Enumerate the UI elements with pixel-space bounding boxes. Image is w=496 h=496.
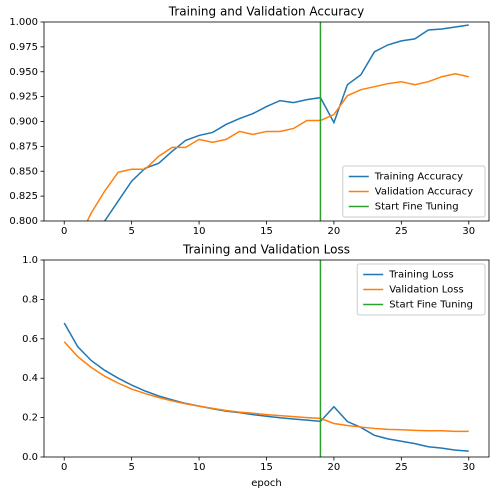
- x-tick-label: 10: [193, 462, 206, 473]
- legend-label: Training Loss: [388, 270, 454, 281]
- chart-title: Training and Validation Loss: [182, 243, 350, 257]
- x-tick-label: 0: [61, 462, 67, 473]
- x-tick-label: 30: [462, 462, 475, 473]
- legend-label: Start Fine Tuning: [375, 202, 459, 213]
- y-tick-label: 0.800: [9, 216, 38, 227]
- series-line: [86, 72, 469, 221]
- y-tick-label: 0.8: [22, 294, 38, 305]
- legend-label: Training Accuracy: [374, 172, 463, 183]
- x-tick-label: 15: [260, 462, 273, 473]
- y-tick-label: 0.900: [9, 117, 38, 128]
- y-tick-label: 0.2: [22, 413, 38, 424]
- y-tick-label: 0.975: [9, 42, 38, 53]
- x-tick-label: 25: [395, 226, 408, 237]
- y-tick-label: 0.4: [22, 373, 38, 384]
- axes-frame: [43, 21, 490, 222]
- legend-label: Validation Loss: [389, 285, 464, 296]
- y-tick-label: 0.950: [9, 67, 38, 78]
- x-tick-label: 0: [61, 226, 67, 237]
- y-tick-label: 0.850: [9, 166, 38, 177]
- series-line: [103, 24, 469, 221]
- chart-title: Training and Validation Accuracy: [168, 5, 364, 19]
- x-tick-label: 10: [193, 226, 206, 237]
- y-tick-label: 0.6: [22, 334, 38, 345]
- y-tick-label: 1.0: [22, 255, 38, 266]
- x-tick-label: 20: [328, 462, 341, 473]
- legend: Training Loss Validation Loss Start Fine T…: [356, 263, 486, 316]
- x-tick-label: 25: [395, 462, 408, 473]
- x-tick-label: 5: [128, 226, 134, 237]
- legend-label: Start Fine Tuning: [389, 300, 473, 311]
- y-tick-label: 1.000: [9, 17, 38, 28]
- y-tick-label: 0.0: [22, 452, 38, 463]
- axes-frame: [43, 259, 490, 458]
- x-axis-label: epoch: [251, 478, 281, 489]
- y-tick-label: 0.875: [9, 141, 38, 152]
- y-tick-label: 0.925: [9, 92, 38, 103]
- plot-area: [63, 260, 469, 457]
- x-tick-label: 20: [328, 226, 341, 237]
- series-line: [63, 341, 469, 433]
- series-line: [63, 322, 469, 452]
- legend-label: Validation Accuracy: [375, 187, 473, 198]
- legend-box: [356, 263, 486, 316]
- x-tick-label: 15: [260, 226, 273, 237]
- plot-area: [86, 22, 469, 221]
- x-tick-label: 30: [462, 226, 475, 237]
- y-tick-label: 0.825: [9, 191, 38, 202]
- legend-box: [342, 165, 486, 218]
- x-tick-label: 5: [128, 462, 134, 473]
- legend: Training Accuracy Validation Accuracy Star…: [342, 165, 486, 218]
